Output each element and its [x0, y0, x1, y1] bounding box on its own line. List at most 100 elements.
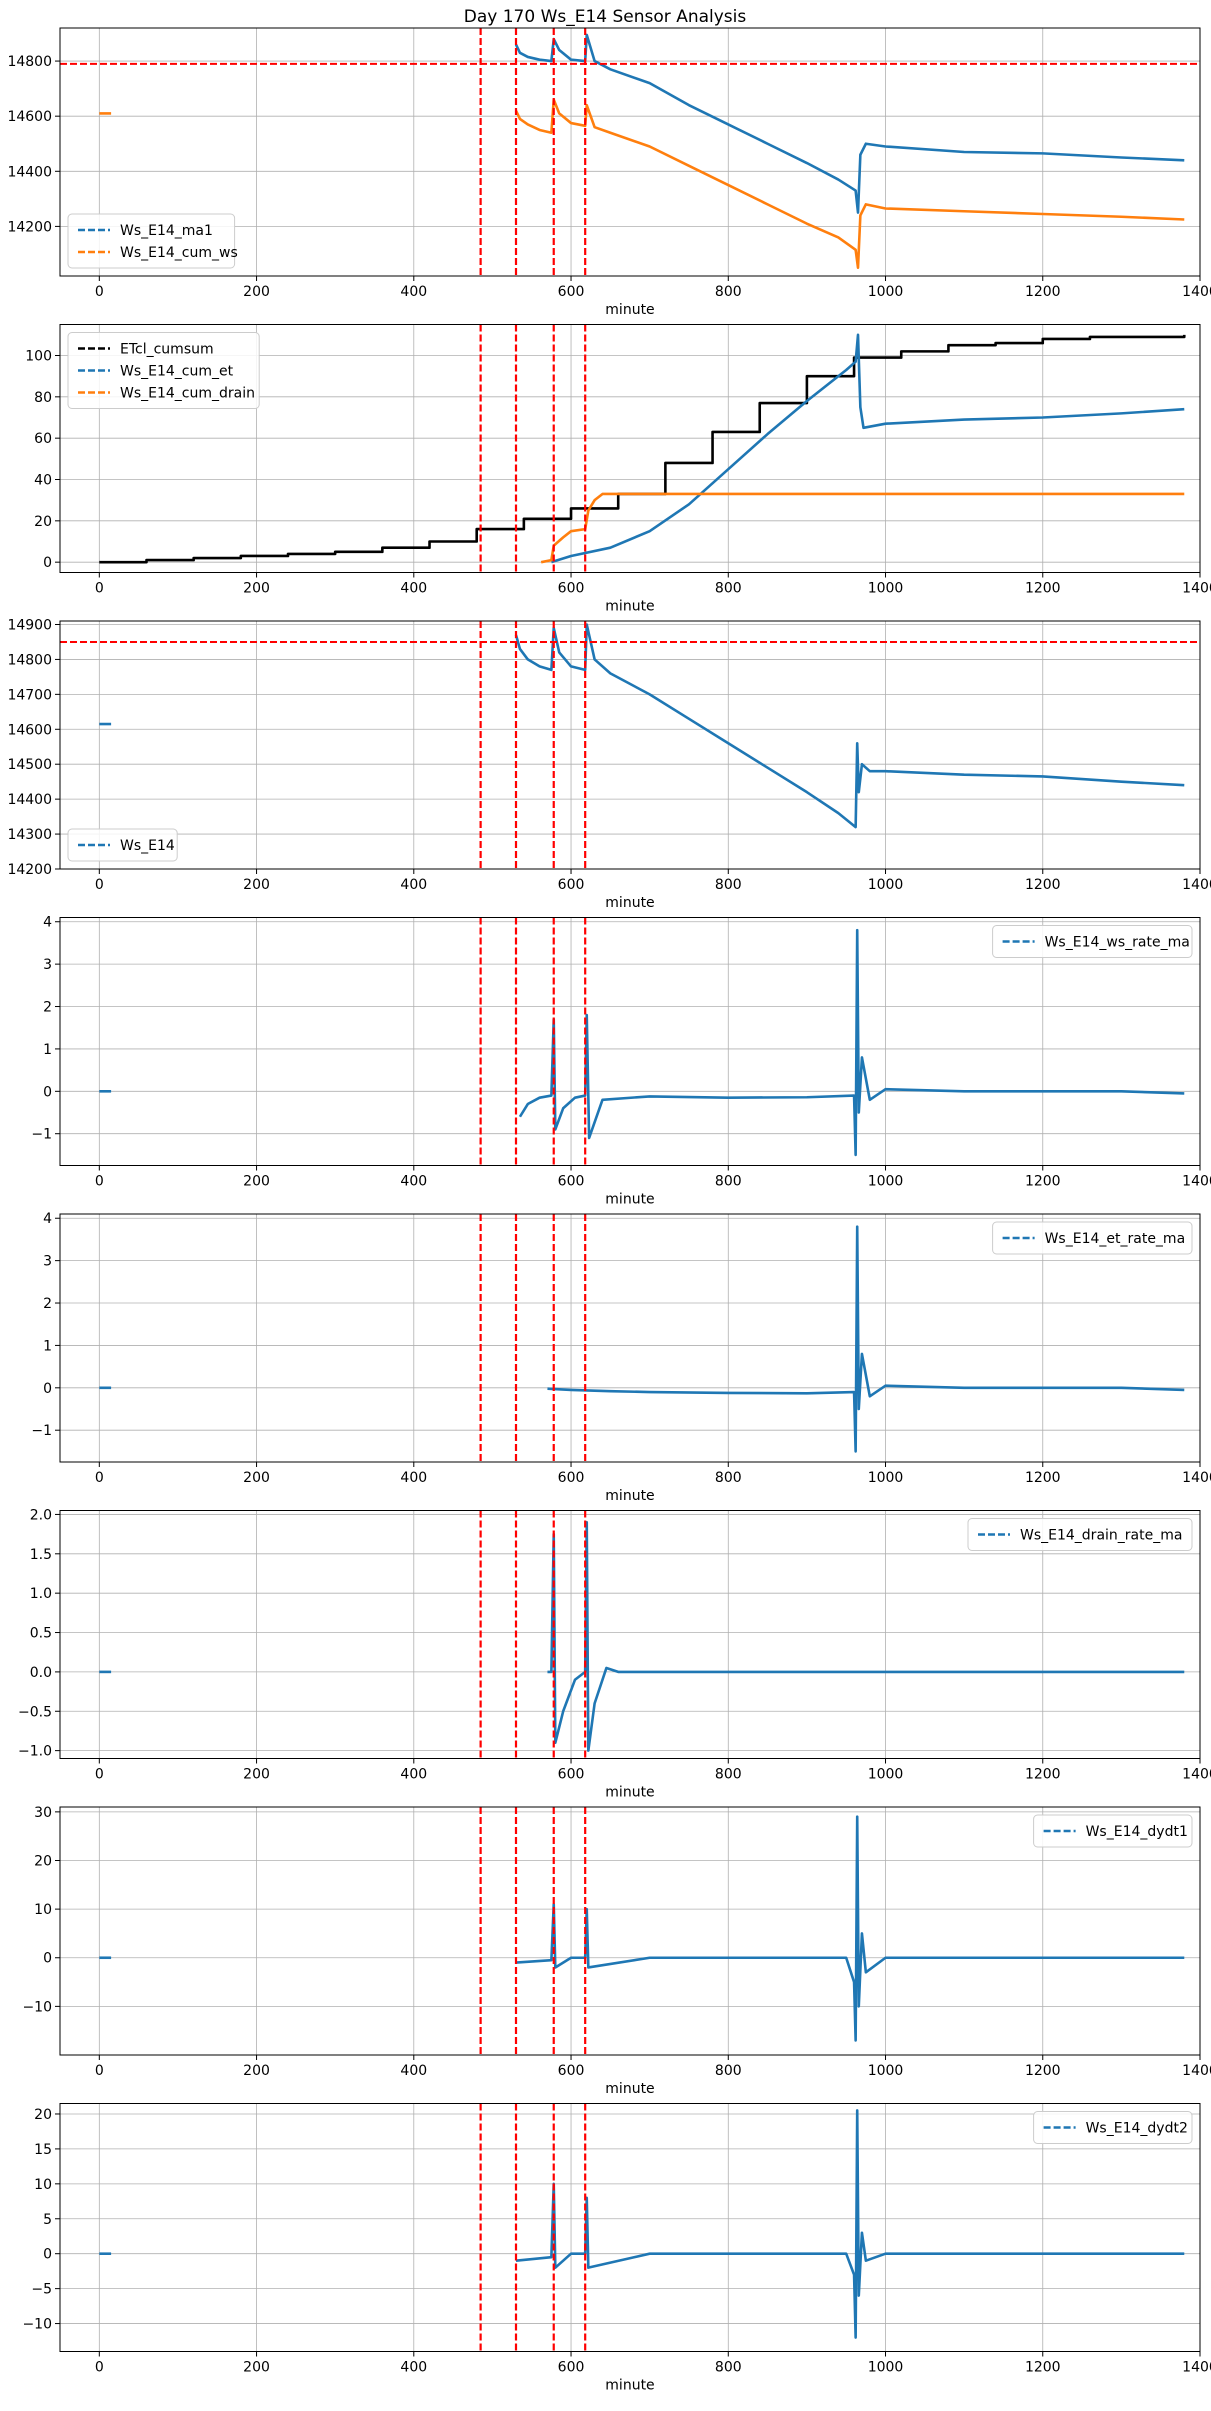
y-tick-label: −1 — [31, 1423, 52, 1439]
legend-box — [992, 1221, 1193, 1255]
series-line-Ws_E14_cum_ws — [514, 98, 1185, 270]
x-tick-label: 0 — [95, 2360, 104, 2376]
legend: Ws_E14_ws_rate_ma — [992, 925, 1193, 958]
x-tick-label: 0 — [95, 1767, 104, 1783]
series-line-Ws_E14_dydt2 — [515, 2109, 1185, 2339]
x-tick-label: 200 — [243, 2360, 270, 2376]
axes-frame — [59, 1213, 1201, 1463]
y-tick-label: 20 — [34, 1853, 52, 1869]
x-tick-label: 1400 — [1182, 877, 1211, 893]
x-axis-label: minute — [605, 599, 654, 615]
y-tick-label: 14800 — [7, 652, 52, 668]
x-tick-label: 600 — [558, 2063, 585, 2079]
x-tick-label: 200 — [243, 877, 270, 893]
x-tick-label: 1400 — [1182, 2360, 1211, 2376]
legend-box — [992, 925, 1193, 958]
y-tick-label: 14800 — [7, 54, 52, 70]
x-tick-label: 800 — [715, 2063, 742, 2079]
y-tick-label: 14300 — [7, 827, 52, 843]
y-tick-label: 15 — [34, 2142, 52, 2158]
y-tick-label: 14600 — [7, 722, 52, 738]
panels: 0200400600800100012001400minute142001440… — [7, 27, 1211, 2394]
x-axis-label: minute — [605, 1192, 654, 1208]
x-tick-label: 200 — [243, 1174, 270, 1190]
x-tick-label: 800 — [715, 877, 742, 893]
legend-box — [67, 332, 260, 409]
plot-area — [60, 621, 1200, 869]
x-axis-label: minute — [605, 2378, 654, 2394]
chart-panel-4: 0 200 400 600 800 1000 1200 1400 minute −1 0 1 2 3 4 Ws… — [31, 915, 1211, 1208]
series-line-ETcl_cumsum — [99, 334, 1186, 564]
x-tick-label: 400 — [400, 1174, 427, 1190]
series-line-Ws_E14 — [514, 623, 1185, 829]
y-tick-label: 20 — [34, 514, 52, 530]
x-tick-label: 200 — [243, 581, 270, 597]
x-tick-label: 1400 — [1182, 1174, 1211, 1190]
x-tick-label: 400 — [400, 284, 427, 300]
y-tick-label: 2.0 — [30, 1507, 52, 1523]
y-tick-label: 0.5 — [30, 1626, 52, 1642]
x-tick-label: 1400 — [1182, 1767, 1211, 1783]
x-tick-label: 1000 — [868, 284, 904, 300]
legend: Ws_E14_ma1 Ws_E14_cum_ws — [67, 213, 238, 269]
x-axis-label: minute — [605, 302, 654, 318]
y-tick-label: 10 — [34, 1902, 52, 1918]
legend-label: Ws_E14_cum_drain — [120, 386, 255, 402]
x-tick-label: 1200 — [1025, 1174, 1061, 1190]
x-tick-label: 600 — [558, 1767, 585, 1783]
y-tick-label: 14900 — [7, 617, 52, 633]
legend-label: Ws_E14_drain_rate_ma — [1020, 1528, 1182, 1544]
series-line-Ws_E14_drain_rate_ma — [547, 1521, 1185, 1752]
x-tick-label: 800 — [715, 1470, 742, 1486]
y-tick-label: 5 — [43, 2212, 52, 2228]
chart-panel-7: 0 200 400 600 800 1000 1200 1400 minute −10 0 10 20 3… — [22, 1805, 1211, 2097]
x-tick-label: 200 — [243, 2063, 270, 2079]
axes-frame — [59, 1510, 1201, 1759]
x-tick-label: 0 — [95, 1174, 104, 1190]
y-tick-label: 1.5 — [30, 1547, 52, 1563]
y-tick-label: 14200 — [7, 219, 52, 235]
y-tick-label: −5 — [31, 2282, 52, 2298]
x-tick-label: 1400 — [1182, 2063, 1211, 2079]
x-tick-label: 1200 — [1025, 581, 1061, 597]
x-tick-label: 200 — [243, 1767, 270, 1783]
legend-label: Ws_E14_ma1 — [120, 223, 213, 239]
legend: Ws_E14_dydt2 — [1033, 2111, 1193, 2144]
axes-frame — [59, 27, 1201, 277]
y-tick-label: 20 — [34, 2107, 52, 2123]
x-tick-label: 800 — [715, 2360, 742, 2376]
x-tick-label: 0 — [95, 581, 104, 597]
legend: Ws_E14 — [67, 828, 178, 862]
plot-area — [99, 1510, 1185, 1759]
figure-title: Day 170 Ws_E14 Sensor Analysis — [464, 7, 747, 27]
legend-label: Ws_E14_ws_rate_ma — [1045, 935, 1190, 951]
y-tick-label: 4 — [43, 1211, 52, 1227]
x-tick-label: 600 — [558, 581, 585, 597]
y-tick-label: −1.0 — [18, 1744, 52, 1760]
y-tick-label: 1 — [43, 1042, 52, 1058]
x-tick-label: 400 — [400, 1767, 427, 1783]
y-tick-label: 100 — [25, 349, 52, 365]
chart-panel-6: 0 200 400 600 800 1000 1200 1400 minute −1.0 −0.5 0… — [18, 1507, 1211, 1800]
y-tick-label: −1 — [31, 1127, 52, 1143]
y-tick-label: 14600 — [7, 109, 52, 125]
legend: Ws_E14_dydt1 — [1033, 1814, 1193, 1848]
series-line-Ws_E14_et_rate_ma — [547, 1225, 1185, 1453]
y-tick-label: −0.5 — [18, 1704, 52, 1720]
legend-label: Ws_E14_dydt1 — [1086, 1824, 1188, 1840]
x-tick-label: 1200 — [1025, 2063, 1061, 2079]
x-tick-label: 1000 — [868, 581, 904, 597]
x-tick-label: 800 — [715, 284, 742, 300]
legend-label: Ws_E14_cum_ws — [120, 245, 238, 261]
legend-box — [1033, 2111, 1193, 2144]
x-tick-label: 1200 — [1025, 877, 1061, 893]
legend: Ws_E14_drain_rate_ma — [967, 1518, 1193, 1551]
x-tick-label: 400 — [400, 2063, 427, 2079]
legend: Ws_E14_et_rate_ma — [992, 1221, 1193, 1255]
chart-panel-3: 0 200 400 600 800 1000 1200 1400 minute 14200 1430… — [7, 617, 1211, 911]
legend-box — [67, 213, 236, 269]
x-tick-label: 600 — [558, 1470, 585, 1486]
axes-frame — [59, 324, 1201, 573]
legend-label: Ws_E14 — [120, 838, 175, 854]
